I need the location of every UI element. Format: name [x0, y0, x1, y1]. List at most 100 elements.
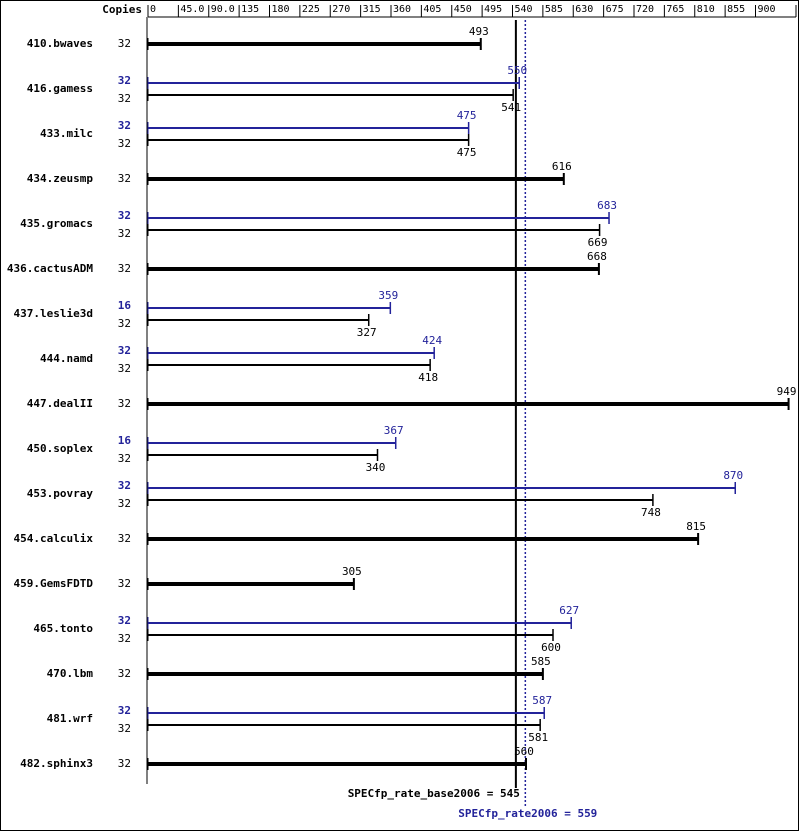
copies-label: 32: [118, 497, 131, 510]
bar: [148, 42, 481, 46]
copies-label: 32: [118, 362, 131, 375]
benchmark-label: 447.dealII: [27, 397, 93, 410]
bar: [148, 582, 354, 586]
x-tick-label: 135: [241, 4, 259, 15]
bar: [148, 352, 435, 354]
copies-label: 32: [118, 722, 131, 735]
x-tick-label: 45.0: [180, 4, 204, 15]
copies-label: 32: [118, 227, 131, 240]
value-label: 359: [378, 289, 398, 302]
copies-label: 32: [118, 397, 131, 410]
benchmark-label: 444.namd: [40, 352, 93, 365]
x-tick-label: 630: [575, 4, 593, 15]
bar: [148, 229, 600, 231]
value-label: 418: [418, 371, 438, 384]
bar: [148, 364, 431, 366]
bar: [148, 217, 610, 219]
benchmark-label: 416.gamess: [27, 82, 93, 95]
copies-label: 32: [118, 92, 131, 105]
copies-label: 32: [118, 757, 131, 770]
value-label: 340: [366, 461, 386, 474]
value-label: 587: [532, 694, 552, 707]
copies-label: 32: [118, 532, 131, 545]
x-tick-label: 180: [272, 4, 290, 15]
x-tick-label: 585: [545, 4, 563, 15]
value-label: 616: [552, 160, 572, 173]
value-label: 327: [357, 326, 377, 339]
value-label: 367: [384, 424, 404, 437]
value-label: 748: [641, 506, 661, 519]
copies-label: 32: [118, 614, 131, 627]
value-label: 560: [514, 745, 534, 758]
value-label: 585: [531, 655, 551, 668]
copies-label: 16: [118, 434, 132, 447]
benchmark-label: 435.gromacs: [20, 217, 93, 230]
copies-label: 32: [118, 667, 131, 680]
copies-label: 32: [118, 262, 131, 275]
copies-label: 32: [118, 344, 131, 357]
bar: [148, 537, 699, 541]
benchmark-label: 465.tonto: [33, 622, 93, 635]
value-label: 424: [422, 334, 442, 347]
bar: [148, 762, 526, 766]
value-label: 475: [457, 146, 477, 159]
x-tick-label: 495: [484, 4, 502, 15]
reference-label: SPECfp_rate2006 = 559: [458, 807, 597, 820]
bar: [148, 402, 789, 406]
copies-label: 32: [118, 317, 131, 330]
bar: [148, 499, 653, 501]
benchmark-label: 482.sphinx3: [20, 757, 93, 770]
x-tick-label: 765: [666, 4, 684, 15]
bar: [148, 139, 469, 141]
x-tick-label: 450: [454, 4, 472, 15]
benchmark-label: 459.GemsFDTD: [14, 577, 94, 590]
x-tick-label: 405: [423, 4, 441, 15]
bar: [148, 127, 469, 129]
value-label: 669: [588, 236, 608, 249]
bar: [148, 267, 599, 271]
benchmark-label: 453.povray: [27, 487, 94, 500]
value-label: 550: [507, 64, 527, 77]
benchmark-label: 437.leslie3d: [14, 307, 93, 320]
x-tick-label: 855: [727, 4, 745, 15]
reference-label: SPECfp_rate_base2006 = 545: [348, 787, 520, 800]
copies-label: 32: [118, 577, 131, 590]
copies-label: 32: [118, 74, 131, 87]
bar: [148, 94, 514, 96]
copies-label: 32: [118, 704, 131, 717]
bar: [148, 177, 564, 181]
copies-label: 32: [118, 452, 131, 465]
value-label: 581: [528, 731, 548, 744]
bar: [148, 319, 369, 321]
value-label: 668: [587, 250, 607, 263]
benchmark-label: 410.bwaves: [27, 37, 93, 50]
value-label: 493: [469, 25, 489, 38]
x-tick-label: 225: [302, 4, 320, 15]
bar: [148, 82, 520, 84]
copies-label: 32: [118, 479, 131, 492]
value-label: 305: [342, 565, 362, 578]
copies-label: 32: [118, 632, 131, 645]
value-label: 815: [686, 520, 706, 533]
value-label: 600: [541, 641, 561, 654]
value-label: 475: [457, 109, 477, 122]
copies-label: 16: [118, 299, 132, 312]
bar: [148, 622, 572, 624]
x-tick-label: 540: [515, 4, 533, 15]
benchmark-label: 450.soplex: [27, 442, 94, 455]
value-label: 949: [777, 385, 797, 398]
benchmark-label: 470.lbm: [47, 667, 94, 680]
x-tick-label: 315: [363, 4, 381, 15]
copies-label: 32: [118, 137, 131, 150]
bar: [148, 454, 378, 456]
x-tick-label: 360: [393, 4, 411, 15]
copies-header: Copies: [102, 3, 142, 16]
value-label: 627: [559, 604, 579, 617]
x-tick-label: 810: [697, 4, 715, 15]
x-tick-label: 90.0: [211, 4, 235, 15]
bar: [148, 672, 543, 676]
x-tick-label: 0: [150, 4, 156, 15]
x-tick-label: 720: [636, 4, 654, 15]
